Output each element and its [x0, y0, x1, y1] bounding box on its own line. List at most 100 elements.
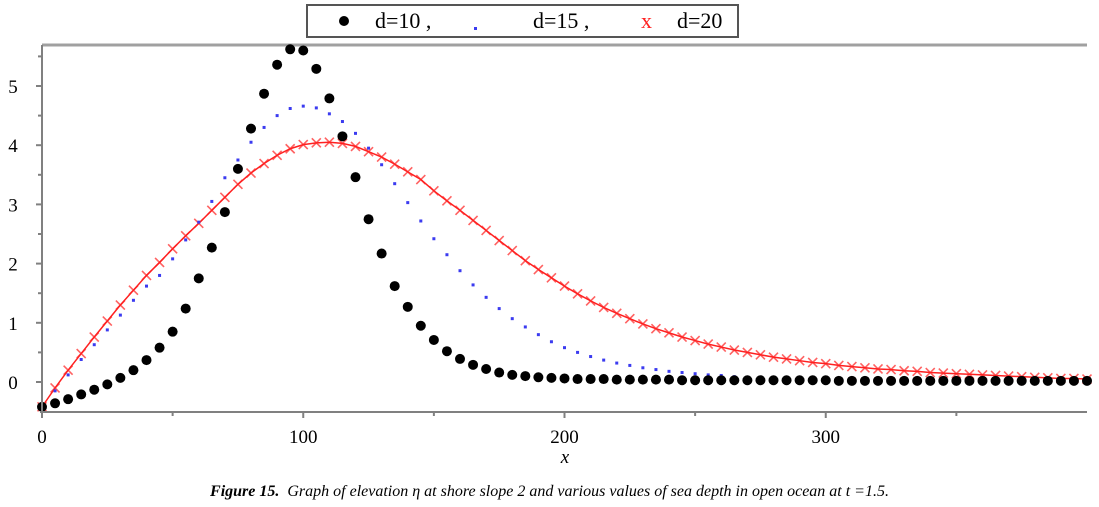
data-point-circle: [455, 353, 465, 364]
data-point-x: [389, 159, 400, 170]
data-point-circle: [272, 59, 283, 70]
y-tick-label: 0: [8, 373, 18, 394]
data-point-dot: [419, 219, 423, 223]
data-point-circle: [1055, 375, 1066, 386]
data-point-circle: [89, 384, 100, 395]
data-point-x: [376, 151, 387, 163]
data-point-dot: [53, 389, 57, 393]
data-point-x: [729, 344, 740, 356]
caption-text: Graph of elevation η at shore slope 2 an…: [287, 483, 889, 500]
data-point-x: [141, 270, 152, 281]
data-point-x: [559, 281, 570, 292]
data-point-dot: [471, 283, 475, 287]
data-point-circle: [1068, 375, 1079, 386]
data-point-circle: [572, 374, 583, 385]
data-point-circle: [520, 371, 531, 382]
x-tick-label: 100: [289, 427, 318, 448]
data-point-circle: [128, 365, 139, 376]
data-point-x: [925, 367, 936, 378]
data-point-circle: [938, 375, 949, 386]
data-point-x: [350, 141, 361, 152]
data-point-circle: [729, 375, 740, 386]
y-tick-label: 3: [8, 195, 18, 216]
data-point-dot: [314, 106, 318, 110]
data-point-x: [167, 243, 178, 254]
data-point-dot: [576, 350, 580, 354]
data-point-circle: [546, 372, 557, 383]
data-point-circle: [585, 374, 596, 385]
data-point-x: [833, 360, 844, 371]
data-point-x: [716, 342, 727, 353]
data-point-circle: [350, 172, 361, 183]
data-point-circle: [873, 375, 883, 386]
data-point-x: [859, 362, 871, 373]
legend-label: d=10 ,: [375, 8, 431, 33]
data-point-dot: [92, 343, 96, 347]
data-point-x: [885, 364, 897, 375]
data-point-x: [663, 327, 675, 338]
data-point-circle: [833, 375, 844, 386]
data-point-x: [520, 255, 531, 266]
data-point-circle: [1003, 375, 1014, 386]
data-point-dot: [171, 257, 175, 261]
data-point-circle: [402, 301, 413, 312]
data-point-dot: [158, 273, 162, 277]
data-point-circle: [1082, 375, 1092, 386]
data-point-x: [742, 347, 753, 358]
data-point-circle: [428, 334, 439, 345]
data-point-circle: [637, 374, 648, 385]
data-point-x: [794, 355, 805, 366]
data-point-circle: [716, 375, 727, 386]
data-point-x: [611, 308, 622, 319]
data-point-circle: [1016, 375, 1027, 386]
series-d=10: [37, 44, 1092, 412]
data-point-dot: [288, 106, 292, 110]
data-point-circle: [650, 374, 661, 385]
data-point-circle: [389, 281, 400, 292]
data-point-circle: [1042, 375, 1053, 386]
data-point-circle: [481, 363, 492, 374]
data-point-dot: [654, 368, 658, 372]
y-tick-label: 4: [8, 136, 18, 157]
data-point-x: [441, 195, 453, 206]
data-point-circle: [154, 342, 165, 353]
legend: d=10 , d=15 , x d=20: [306, 4, 739, 38]
data-point-circle: [415, 320, 426, 331]
data-point-dot: [602, 358, 606, 362]
data-point-circle: [246, 123, 256, 134]
data-point-circle: [76, 389, 87, 400]
data-point-x: [703, 339, 714, 350]
data-point-dot: [549, 340, 553, 344]
data-point-x: [232, 179, 244, 190]
data-point-dot: [641, 366, 645, 370]
data-point-dot: [563, 346, 566, 350]
data-point-dot: [458, 269, 462, 273]
data-point-x: [89, 331, 100, 343]
data-point-circle: [820, 375, 831, 386]
data-point-x: [546, 272, 557, 283]
y-tick-label: 2: [8, 255, 18, 276]
data-point-x: [637, 318, 648, 330]
data-point-circle: [703, 375, 714, 386]
data-point-circle: [337, 131, 348, 142]
data-point-dot: [367, 146, 371, 150]
data-point-circle: [494, 367, 505, 378]
data-point-x: [337, 138, 348, 149]
data-point-dot: [510, 317, 514, 321]
legend-box: [306, 4, 739, 38]
data-point-x: [219, 192, 230, 203]
data-point-circle: [193, 273, 204, 284]
data-point-dot: [262, 125, 266, 129]
caption-label: Figure 15.: [210, 483, 280, 500]
data-point-circle: [677, 375, 688, 386]
data-point-x: [598, 302, 609, 313]
data-point-x: [938, 368, 949, 379]
axes: 0 100 200 300 0 1 2 3 4 5: [8, 45, 1087, 448]
data-point-dot: [706, 373, 710, 377]
data-point-circle: [363, 214, 374, 225]
data-point-x: [76, 348, 87, 359]
data-point-circle: [598, 374, 609, 385]
data-point-x: [690, 335, 701, 346]
data-point-circle: [951, 375, 962, 386]
